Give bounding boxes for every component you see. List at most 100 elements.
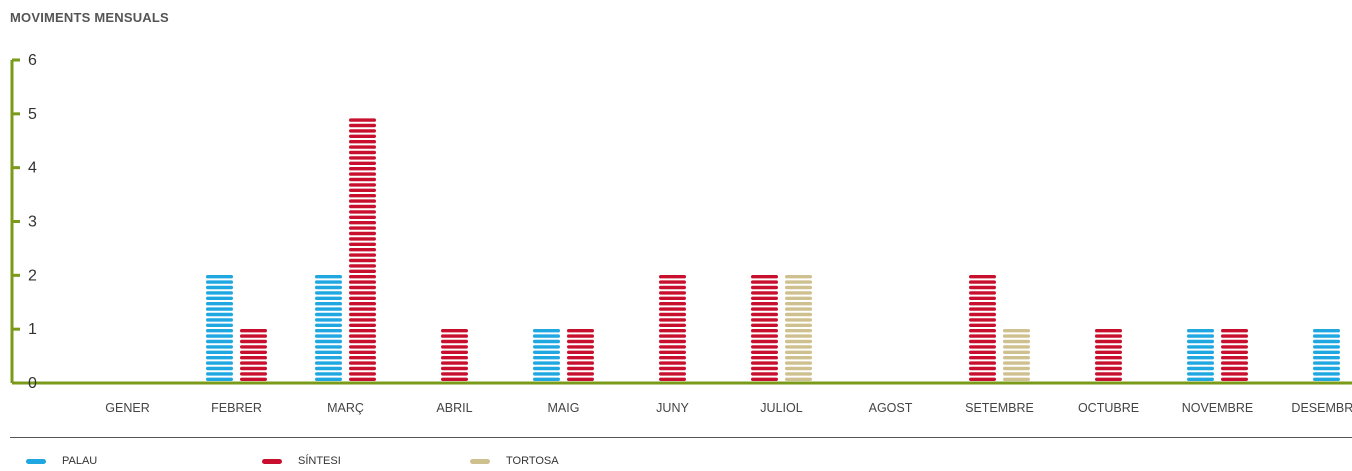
legend-label-palau: PALAU (62, 455, 98, 467)
bar-segment (659, 323, 686, 327)
bar-segment (533, 372, 560, 376)
legend-label-sintesi: SÍNTESI (298, 455, 341, 467)
bar-segment (349, 323, 376, 327)
bar-segment (206, 361, 233, 365)
y-tick-label: 6 (28, 52, 37, 69)
bar-segment (240, 350, 267, 354)
bar-segment (349, 172, 376, 176)
bar-segment (1095, 377, 1122, 381)
bar-segment (1313, 361, 1340, 365)
x-tick-label-11: DESEMBRE (1291, 401, 1352, 415)
bar-segment (969, 280, 996, 284)
bar-segment (1313, 372, 1340, 376)
bar-segment (1187, 350, 1214, 354)
bar-chart: 0 1 2 3 4 5 6 GENER FEBRER MARÇ ABRIL MAIG JUNY JULI… (10, 52, 1352, 415)
bar-segment (969, 361, 996, 365)
bar-segment (206, 366, 233, 371)
bar-segment (349, 307, 376, 311)
bar-segment (349, 221, 376, 225)
bar-segment (785, 302, 812, 306)
bar-segment (206, 296, 233, 300)
bar-segment (349, 361, 376, 365)
bar-segment (969, 356, 996, 360)
y-tick-label: 3 (28, 214, 37, 231)
bar-segment (206, 345, 233, 349)
legend-item-tortosa: TORTOSA (470, 455, 559, 467)
bar-segment (969, 372, 996, 376)
bar-segment (315, 350, 342, 354)
bar-segment (533, 334, 560, 338)
bar-segment (1221, 339, 1248, 344)
bar-segment (969, 307, 996, 311)
bar-segment (751, 318, 778, 322)
bar-segment (206, 372, 233, 376)
bar-segment (315, 307, 342, 311)
bar-segment (206, 339, 233, 344)
bar-segment (315, 285, 342, 290)
bar-segment (969, 302, 996, 306)
bar-segment (349, 183, 376, 187)
bar-segment (659, 356, 686, 360)
x-tick-label-9: OCTUBRE (1078, 401, 1139, 415)
bar-segment (751, 285, 778, 290)
bar-segment (751, 350, 778, 354)
bar-segment (349, 215, 376, 219)
bar-segment (349, 302, 376, 306)
bar-segment (785, 307, 812, 311)
bar-segment (785, 377, 812, 381)
bar-segment (751, 323, 778, 327)
bar-segment (349, 199, 376, 203)
bar-segment (1095, 366, 1122, 371)
bar-segment (1003, 361, 1030, 365)
bar-segment (315, 377, 342, 381)
bar-segment (206, 307, 233, 311)
bar-segment (240, 329, 267, 333)
bar-segment (1187, 366, 1214, 371)
bar-tortosa-juliol (785, 275, 812, 381)
bar-segment (1187, 329, 1214, 333)
bar-sintesi-juliol (751, 275, 778, 381)
bar-segment (1221, 377, 1248, 381)
bar-segment (1003, 356, 1030, 360)
bar-segment (349, 280, 376, 284)
bar-segment (349, 291, 376, 295)
bar-segment (659, 345, 686, 349)
bar-segment (315, 366, 342, 371)
legend-item-sintesi: SÍNTESI (262, 455, 341, 467)
bar-segment (1095, 345, 1122, 349)
bar-segment (315, 334, 342, 338)
bar-segment (315, 302, 342, 306)
bar-segment (1313, 329, 1340, 333)
bar-segment (1313, 366, 1340, 371)
bar-tortosa-setembre (1003, 329, 1030, 381)
bar-segment (969, 366, 996, 371)
bar-segment (751, 334, 778, 338)
bar-segment (349, 145, 376, 149)
bar-segment (349, 339, 376, 344)
bar-segment (206, 377, 233, 381)
bar-segment (441, 345, 468, 349)
x-tick-label-1: FEBRER (211, 401, 262, 415)
bar-sintesi-setembre (969, 275, 996, 381)
bar-segment (785, 366, 812, 371)
bar-segment (1187, 345, 1214, 349)
bar-segment (349, 123, 376, 128)
legend-label-tortosa: TORTOSA (506, 455, 559, 467)
bar-segment (785, 356, 812, 360)
bar-palau-febrer (206, 275, 233, 381)
bar-segment (349, 231, 376, 236)
bar-segment (1313, 377, 1340, 381)
bar-segment (349, 188, 376, 192)
bar-segment (1313, 334, 1340, 338)
bar-segment (785, 339, 812, 344)
bar-segment (969, 291, 996, 295)
bar-segment (533, 361, 560, 365)
bars (206, 118, 1340, 381)
bar-segment (567, 329, 594, 333)
y-tick-labels: 0 1 2 3 4 5 6 (12, 52, 37, 392)
bar-segment (349, 134, 376, 138)
bar-segment (751, 377, 778, 381)
x-tick-label-5: JUNY (656, 401, 689, 415)
legend-item-palau: PALAU (26, 455, 97, 467)
bar-segment (349, 285, 376, 290)
